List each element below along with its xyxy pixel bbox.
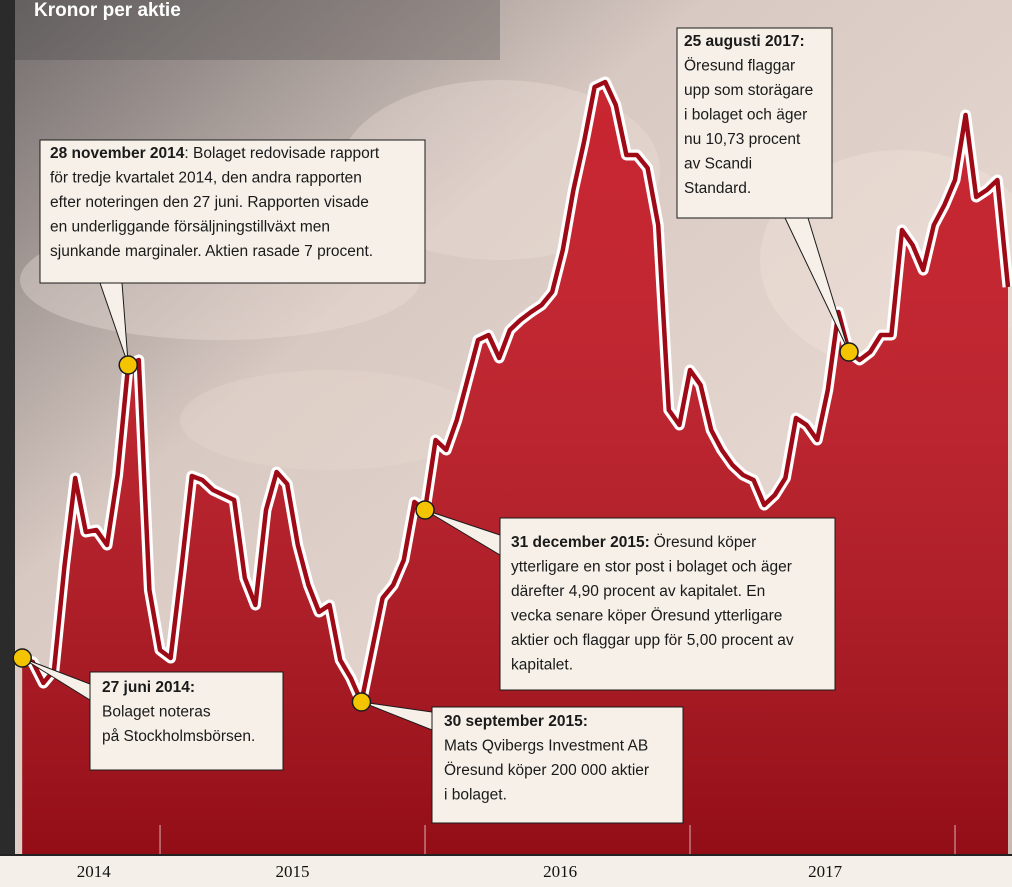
x-tick-label: 2016	[543, 862, 577, 881]
annotation-date: 30 september 2015:	[444, 713, 588, 730]
annotation-date: 28 november 2014	[50, 145, 185, 162]
x-tick-label: 2017	[808, 862, 843, 881]
annotation-line: för tredje kvartalet 2014, den andra rap…	[50, 170, 362, 187]
annotation-line: i bolaget.	[444, 787, 507, 804]
annotation-line: vecka senare köper Öresund ytterligare	[511, 607, 782, 625]
x-tick-label: 2014	[77, 862, 112, 881]
annotation-marker	[840, 343, 858, 361]
annotation-line: Mats Qvibergs Investment AB	[444, 738, 648, 755]
annotation-line: Öresund flaggar	[684, 57, 795, 75]
chart-subtitle: Kronor per aktie	[34, 0, 181, 21]
annotation-text: 30 september 2015:	[444, 713, 588, 730]
annotation-line: nu 10,73 procent	[684, 131, 801, 148]
annotation-text: 28 november 2014: Bolaget redovisade rap…	[50, 145, 380, 162]
annotation-marker	[119, 356, 137, 374]
annotation-line: Öresund köper 200 000 aktier	[444, 761, 649, 779]
annotation-line: ytterligare en stor post i bolaget och ä…	[511, 559, 792, 576]
annotation-line: av Scandi	[684, 156, 752, 173]
annotation-marker	[13, 649, 31, 667]
annotation-line: kapitalet.	[511, 657, 573, 674]
annotation-date: 25 augusti 2017:	[684, 33, 805, 50]
annotation-line: därefter 4,90 procent av kapitalet. En	[511, 583, 765, 600]
annotation-marker	[352, 693, 370, 711]
annotation-line: Standard.	[684, 180, 751, 197]
left-edge	[0, 0, 15, 855]
annotation-line: sjunkande marginaler. Aktien rasade 7 pr…	[50, 243, 373, 260]
annotation-line: : Bolaget redovisade rapport	[184, 145, 379, 162]
annotation-line: en underliggande försäljningstillväxt me…	[50, 219, 330, 236]
annotation-text: 27 juni 2014:	[102, 679, 195, 696]
annotation-line: efter noteringen den 27 juni. Rapporten …	[50, 194, 369, 211]
annotation-date: 31 december 2015:	[511, 534, 650, 551]
annotation-line: Öresund köper	[654, 533, 757, 551]
x-tick-label: 2015	[276, 862, 310, 881]
annotation-date: 27 juni 2014:	[102, 679, 195, 696]
annotation-text: 25 augusti 2017:	[684, 33, 805, 50]
annotation-line: Bolaget noteras	[102, 704, 211, 721]
annotation-line: aktier och flaggar upp för 5,00 procent …	[511, 632, 794, 649]
annotation-line: i bolaget och äger	[684, 107, 807, 124]
annotation-marker	[416, 501, 434, 519]
annotation-text: 31 december 2015:Öresund köper	[511, 533, 756, 551]
annotation-line: upp som storägare	[684, 82, 813, 99]
annotation-line: på Stockholmsbörsen.	[102, 728, 255, 745]
chart: Kronor per aktie 2014 2015 2016 2017 27 jun…	[0, 0, 1012, 887]
axis-band	[0, 856, 1012, 887]
